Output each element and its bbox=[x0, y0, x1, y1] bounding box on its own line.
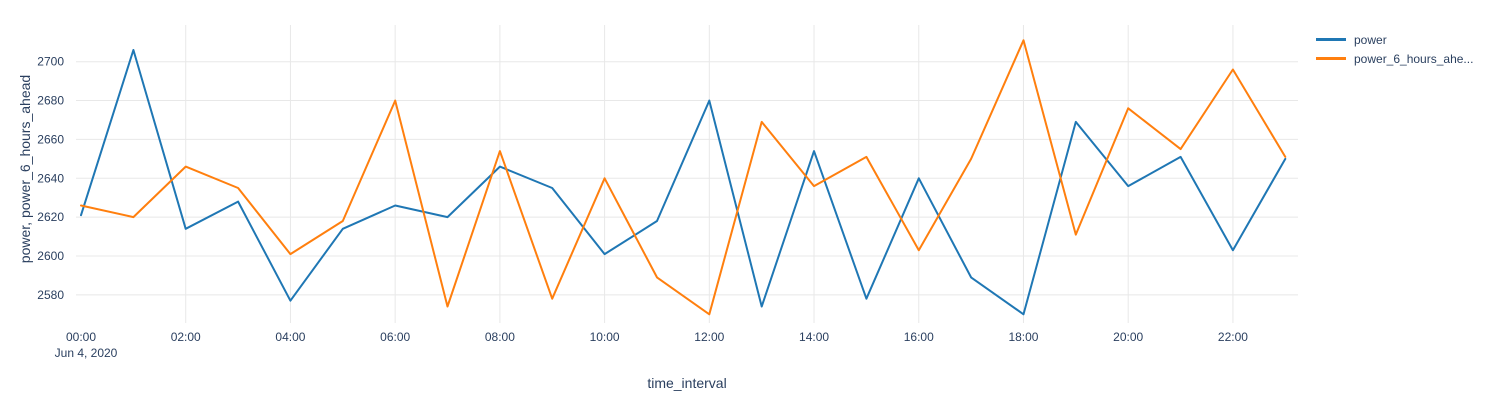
x-tick-label: 00:00 bbox=[66, 330, 96, 344]
x-tick-label: 12:00 bbox=[694, 330, 724, 344]
x-tick-label: 14:00 bbox=[799, 330, 829, 344]
x-tick-label: 10:00 bbox=[590, 330, 620, 344]
x-tick-label: 08:00 bbox=[485, 330, 515, 344]
power-6-hours-ahead-line-swatch bbox=[1316, 57, 1346, 60]
x-tick-label: 20:00 bbox=[1113, 330, 1143, 344]
x-tick-label: 02:00 bbox=[171, 330, 201, 344]
x-tick-label: 22:00 bbox=[1218, 330, 1248, 344]
y-tick-label: 2680 bbox=[37, 94, 64, 108]
power-6-hours-ahead-line bbox=[80, 39, 1287, 316]
legend: power power_6_hours_ahe... bbox=[1316, 30, 1473, 68]
y-tick-label: 2660 bbox=[37, 132, 64, 146]
x-tick-label: 04:00 bbox=[275, 330, 305, 344]
legend-label-power-6-hours-ahead: power_6_hours_ahe... bbox=[1354, 51, 1474, 66]
power-line bbox=[80, 49, 1287, 316]
x-axis-date-label: Jun 4, 2020 bbox=[55, 346, 118, 360]
y-axis-title: power, power_6_hours_ahead bbox=[17, 74, 33, 264]
x-tick-label: 06:00 bbox=[380, 330, 410, 344]
legend-item-power-6-hours-ahead[interactable]: power_6_hours_ahe... bbox=[1316, 49, 1473, 68]
power-line-swatch bbox=[1316, 38, 1346, 41]
y-tick-label: 2640 bbox=[37, 171, 64, 185]
y-tick-label: 2600 bbox=[37, 249, 64, 263]
x-tick-label: 18:00 bbox=[1008, 330, 1038, 344]
y-tick-label: 2700 bbox=[37, 55, 64, 69]
x-axis-title: time_interval bbox=[647, 375, 727, 391]
legend-label-power: power bbox=[1354, 32, 1387, 47]
y-tick-label: 2620 bbox=[37, 210, 64, 224]
y-tick-label: 2580 bbox=[37, 288, 64, 302]
x-tick-label: 16:00 bbox=[904, 330, 934, 344]
legend-item-power[interactable]: power bbox=[1316, 30, 1473, 49]
